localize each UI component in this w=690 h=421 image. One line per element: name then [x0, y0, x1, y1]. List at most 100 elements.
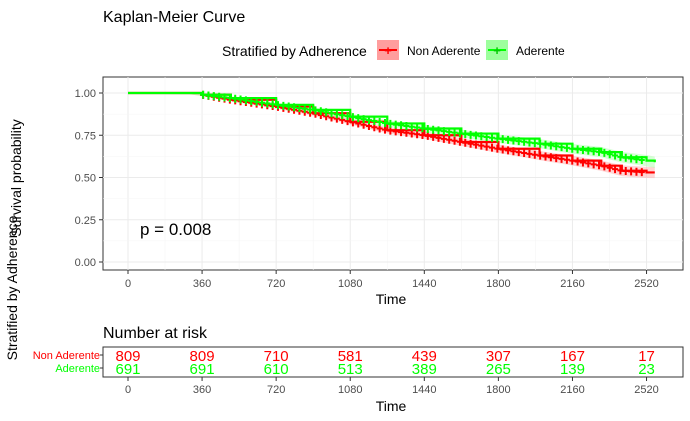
- censor-mark: [312, 106, 319, 115]
- censor-mark: [628, 154, 635, 163]
- censor-mark: [638, 168, 645, 177]
- risk-x-tick-label: 720: [267, 384, 285, 396]
- censor-mark: [601, 148, 608, 157]
- censor-mark: [237, 95, 244, 104]
- censor-mark: [333, 110, 340, 119]
- censor-mark: [392, 127, 399, 136]
- x-tick-label: 0: [125, 278, 131, 290]
- censor-mark: [451, 136, 458, 145]
- censor-mark: [424, 124, 431, 133]
- censor-mark: [569, 156, 576, 165]
- censor-mark: [467, 130, 474, 139]
- censor-mark: [547, 141, 554, 150]
- risk-cell-aderente: 389: [412, 361, 437, 378]
- legend: Stratified by Adherence + Non Aderente +…: [222, 40, 565, 60]
- censor-mark: [612, 165, 619, 174]
- x-tick-label: 1800: [486, 278, 510, 290]
- censor-mark: [585, 146, 592, 155]
- censor-mark: [291, 103, 298, 112]
- censor-mark: [392, 120, 399, 129]
- censor-mark: [408, 122, 415, 131]
- censor-mark: [408, 129, 415, 138]
- censor-mark: [398, 128, 405, 137]
- y-tick-label: 0.00: [75, 257, 96, 269]
- y-axis-ticks: 0.00 0.25 0.50 0.75 1.00: [75, 88, 103, 269]
- y-tick-label: 0.75: [75, 130, 96, 142]
- censor-mark: [355, 114, 362, 123]
- risk-x-axis-ticks: 0 360 720 1080 1440 1800 2160 2520: [125, 377, 659, 396]
- confidence-bands: [128, 93, 655, 179]
- censor-mark: [633, 167, 640, 176]
- risk-table-title: Number at risk: [103, 325, 208, 342]
- y-tick-label: 0.50: [75, 173, 96, 185]
- legend-title: Stratified by Adherence: [222, 43, 367, 59]
- censor-mark: [462, 138, 469, 147]
- x-tick-label: 360: [193, 278, 211, 290]
- censor-mark: [638, 155, 645, 164]
- censor-mark: [542, 152, 549, 161]
- risk-x-tick-label: 1080: [338, 384, 362, 396]
- survival-lines: [128, 90, 656, 177]
- risk-x-tick-label: 0: [125, 384, 131, 396]
- censor-mark: [494, 144, 501, 153]
- risk-x-tick-label: 360: [193, 384, 211, 396]
- censor-mark: [612, 151, 619, 160]
- censor-mark: [563, 143, 570, 152]
- censor-mark: [563, 155, 570, 164]
- censor-mark: [553, 154, 560, 163]
- censor-mark: [558, 154, 565, 163]
- censor-mark: [483, 133, 490, 142]
- risk-x-axis-label: Time: [376, 398, 407, 414]
- censor-mark: [376, 118, 383, 127]
- censor-mark: [542, 140, 549, 149]
- risk-x-tick-label: 1440: [412, 384, 436, 396]
- x-tick-label: 720: [267, 278, 285, 290]
- censor-mark: [494, 134, 501, 143]
- censor-mark: [574, 145, 581, 154]
- censor-mark: [451, 128, 458, 137]
- censor-mark: [515, 148, 522, 157]
- y-tick-label: 0.25: [75, 215, 96, 227]
- censor-mark: [467, 139, 474, 148]
- legend-label-aderente: Aderente: [516, 44, 565, 58]
- censor-mark: [371, 117, 378, 126]
- censor-mark: [531, 150, 538, 159]
- censor-mark: [301, 104, 308, 113]
- censor-mark: [606, 150, 613, 159]
- censor-mark: [414, 123, 421, 132]
- censor-mark: [435, 126, 442, 135]
- plot-border: [102, 76, 684, 271]
- survival-plot-panel: 0 360 720 1080 1440 1800 2160 2520 0.00 0.25 0.50…: [75, 76, 684, 290]
- y-axis-label: Survival probability: [8, 119, 24, 237]
- censor-mark: [483, 142, 490, 151]
- censor-mark: [617, 166, 624, 175]
- censor-mark: [601, 162, 608, 171]
- x-axis-label: Time: [376, 291, 407, 307]
- y-tick-label: 1.00: [75, 88, 96, 100]
- censor-mark: [403, 122, 410, 131]
- censor-mark: [478, 141, 485, 150]
- censor-mark: [579, 158, 586, 167]
- strata-label-aderente: Aderente: [55, 363, 100, 375]
- censor-mark: [323, 108, 330, 117]
- censor-mark: [200, 90, 207, 99]
- legend-item-aderente: + Aderente: [486, 40, 565, 60]
- censor-mark: [360, 115, 367, 124]
- censor-mark: [317, 107, 324, 116]
- censor-mark: [430, 125, 437, 134]
- p-value-annotation: p = 0.008: [140, 220, 211, 239]
- censor-mark: [622, 153, 629, 162]
- risk-cell-aderente: 513: [338, 361, 363, 378]
- censor-mark: [590, 147, 597, 156]
- censor-mark: [628, 167, 635, 176]
- censor-mark: [446, 127, 453, 136]
- risk-cell-non-aderente: 581: [338, 348, 363, 365]
- risk-x-tick-label: 1800: [486, 384, 510, 396]
- censor-mark: [521, 148, 528, 157]
- risk-y-axis-label: Stratified by Adherence: [4, 215, 20, 360]
- risk-cell-non-aderente: 710: [264, 348, 289, 365]
- censor-mark: [510, 136, 517, 145]
- censor-mark: [205, 91, 212, 100]
- x-tick-label: 2160: [560, 278, 584, 290]
